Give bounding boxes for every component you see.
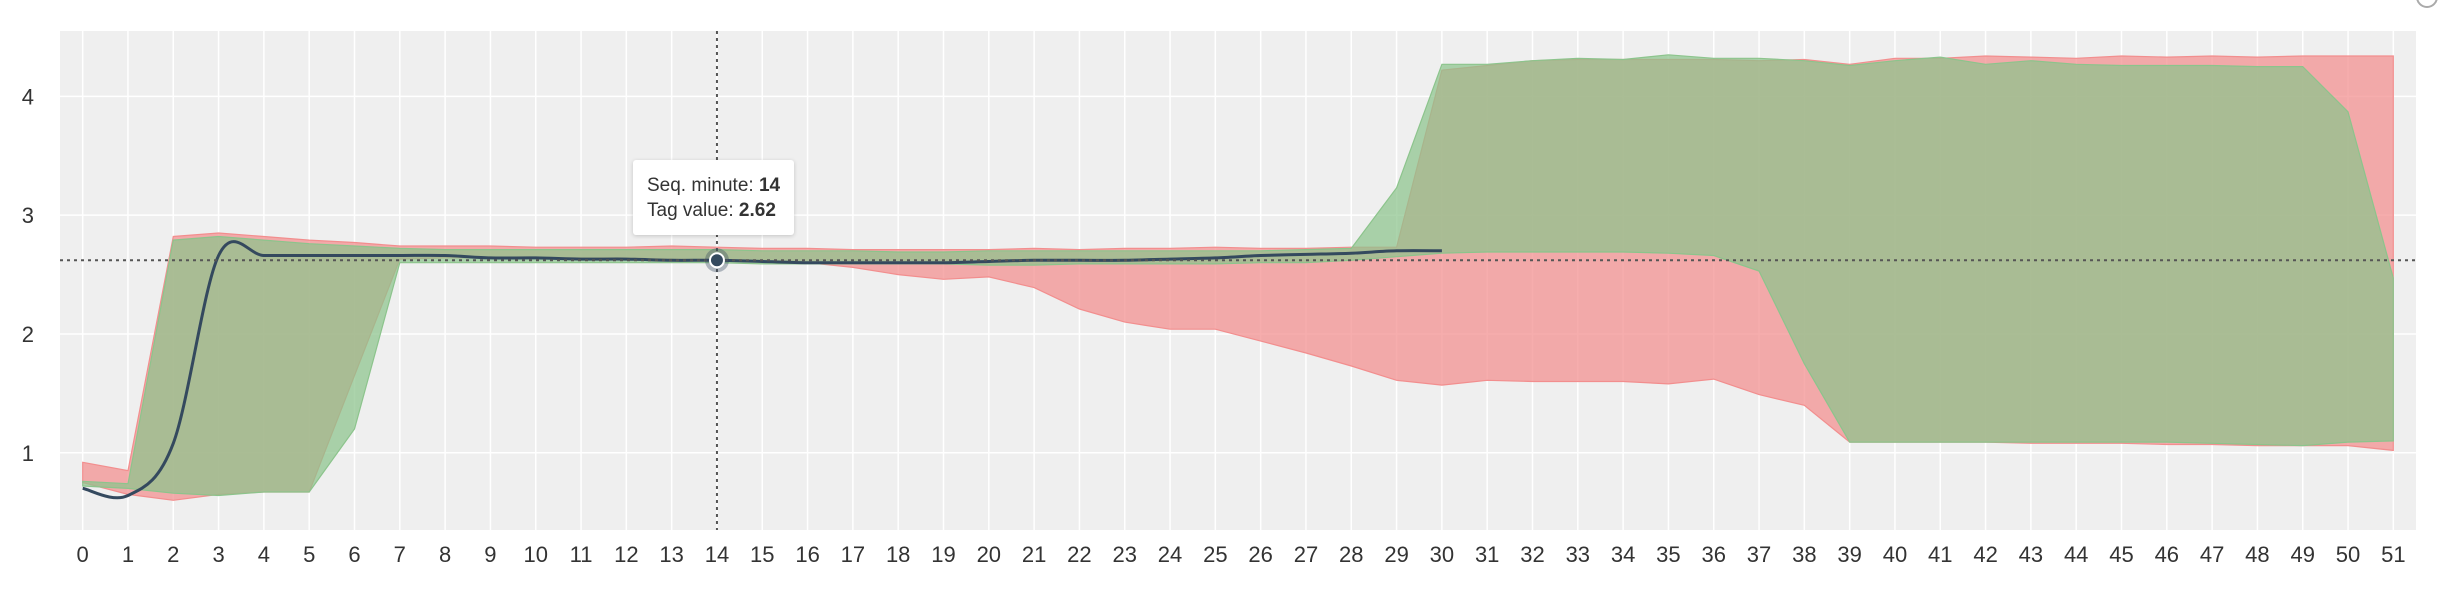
x-tick-label: 49 xyxy=(2290,542,2314,567)
x-tick-label: 23 xyxy=(1112,542,1136,567)
x-tick-label: 48 xyxy=(2245,542,2269,567)
tooltip-y-row: Tag value: 2.62 xyxy=(647,200,776,221)
tooltip-y-value: 2.62 xyxy=(738,200,776,221)
x-tick-label: 45 xyxy=(2109,542,2133,567)
y-tick-label: 3 xyxy=(22,203,34,228)
x-tick-label: 50 xyxy=(2336,542,2360,567)
x-tick-label: 7 xyxy=(394,542,406,567)
x-tick-label: 14 xyxy=(705,542,729,567)
x-tick-label: 47 xyxy=(2200,542,2224,567)
x-tick-label: 44 xyxy=(2064,542,2088,567)
x-tick-label: 27 xyxy=(1294,542,1318,567)
x-tick-label: 9 xyxy=(484,542,496,567)
tooltip-x-value: 14 xyxy=(758,175,781,196)
x-tick-label: 5 xyxy=(303,542,315,567)
y-tick-label: 4 xyxy=(22,84,34,109)
x-tick-label: 25 xyxy=(1203,542,1227,567)
x-tick-label: 15 xyxy=(750,542,774,567)
x-tick-label: 22 xyxy=(1067,542,1091,567)
series-lines xyxy=(82,240,1442,500)
x-axis-ticks: 0 1 2 3 4 5 6 7 8 9 10 11 12 13 14 15 16 17 18 19 20 21 22 23 24… xyxy=(77,542,2406,567)
x-tick-label: 37 xyxy=(1747,542,1771,567)
hover-point[interactable] xyxy=(708,252,725,269)
tooltip-x-label: Seq. minute xyxy=(647,175,749,196)
x-tick-label: 33 xyxy=(1566,542,1590,567)
x-tick-label: 51 xyxy=(2381,542,2405,567)
x-tick-label: 38 xyxy=(1792,542,1816,567)
x-tick-label: 39 xyxy=(1837,542,1861,567)
x-tick-label: 36 xyxy=(1701,542,1725,567)
x-tick-label: 34 xyxy=(1611,542,1635,567)
x-tick-label: 28 xyxy=(1339,542,1363,567)
x-tick-label: 21 xyxy=(1022,542,1046,567)
x-tick-label: 29 xyxy=(1384,542,1408,567)
x-tick-label: 40 xyxy=(1883,542,1907,567)
y-tick-label: 1 xyxy=(22,441,34,466)
x-tick-label: 0 xyxy=(77,542,89,567)
x-tick-label: 10 xyxy=(523,542,547,567)
y-axis-ticks: 1 2 3 4 xyxy=(22,84,34,465)
x-tick-label: 46 xyxy=(2155,542,2179,567)
x-tick-label: 16 xyxy=(795,542,819,567)
x-tick-label: 32 xyxy=(1520,542,1544,567)
x-tick-label: 3 xyxy=(212,542,224,567)
x-tick-label: 31 xyxy=(1475,542,1499,567)
x-tick-label: 12 xyxy=(614,542,638,567)
x-tick-label: 41 xyxy=(1928,542,1952,567)
tooltip-y-label: Tag value xyxy=(647,200,729,221)
x-tick-label: 13 xyxy=(659,542,683,567)
x-tick-label: 4 xyxy=(258,542,270,567)
x-tick-label: 6 xyxy=(348,542,360,567)
x-tick-label: 19 xyxy=(931,542,955,567)
x-tick-label: 24 xyxy=(1158,542,1182,567)
x-tick-label: 35 xyxy=(1656,542,1680,567)
tooltip-x-row: Seq. minute: 14 xyxy=(647,175,781,196)
x-tick-label: 11 xyxy=(570,542,593,567)
x-tick-label: 17 xyxy=(841,542,865,567)
x-tick-label: 2 xyxy=(167,542,179,567)
series-line-0 xyxy=(82,240,1442,500)
x-tick-label: 42 xyxy=(1973,542,1997,567)
y-tick-label: 2 xyxy=(22,322,34,347)
x-tick-label: 18 xyxy=(886,542,910,567)
x-tick-label: 20 xyxy=(977,542,1001,567)
hover-tooltip: Seq. minute: 14 Tag value: 2.62 xyxy=(633,160,795,235)
x-tick-label: 43 xyxy=(2019,542,2043,567)
crosshair xyxy=(60,31,2416,530)
x-tick-label: 26 xyxy=(1248,542,1272,567)
x-tick-label: 30 xyxy=(1430,542,1454,567)
x-tick-label: 8 xyxy=(439,542,451,567)
x-tick-label: 1 xyxy=(122,542,134,567)
